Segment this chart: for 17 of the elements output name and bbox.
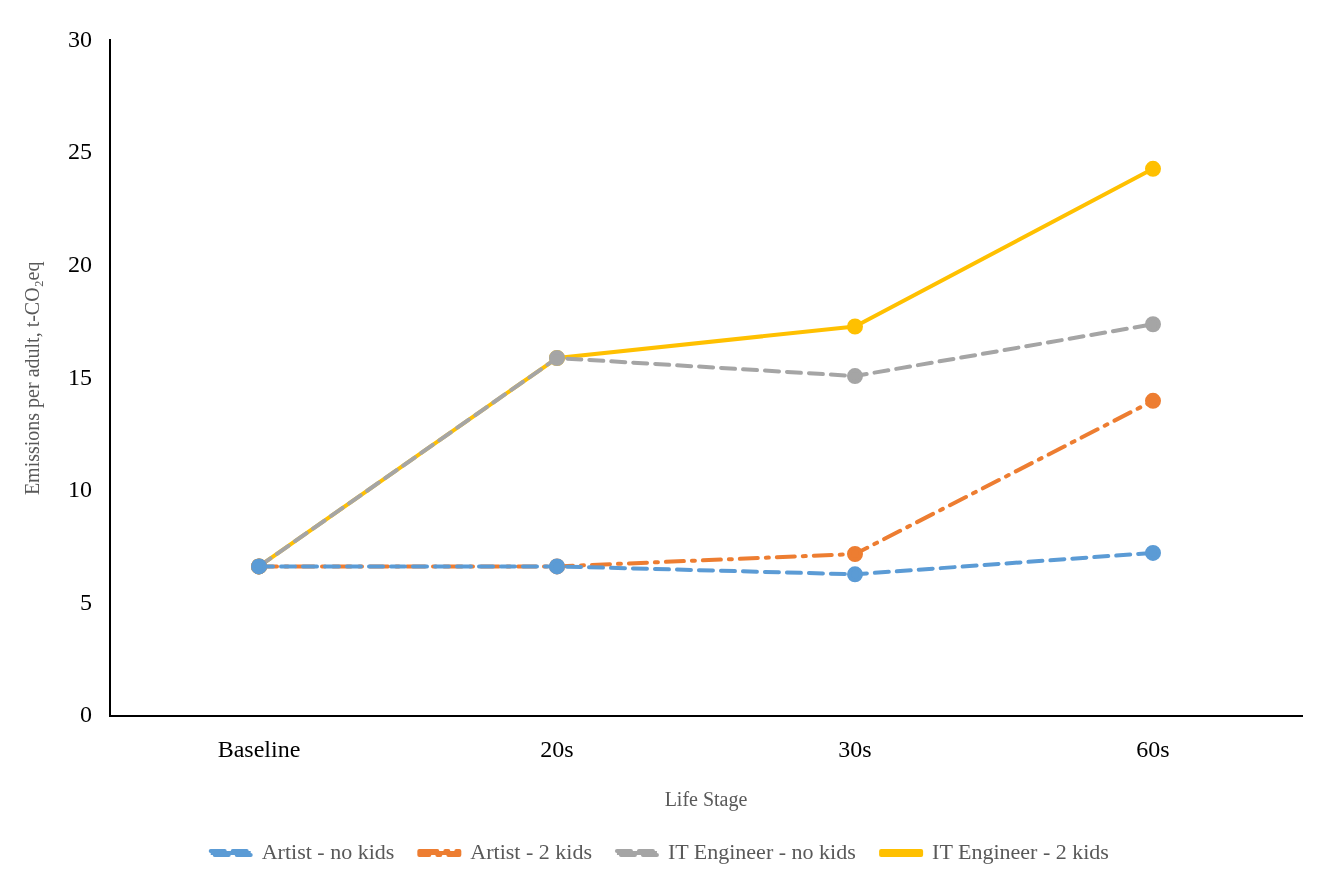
legend-label: Artist - no kids bbox=[261, 838, 395, 864]
legend-label: Artist - 2 kids bbox=[470, 838, 592, 864]
y-tick-label: 0 bbox=[80, 701, 92, 728]
y-tick-label: 15 bbox=[68, 363, 92, 390]
x-tick-label: 30s bbox=[838, 735, 872, 762]
x-tick-label: 60s bbox=[1136, 735, 1170, 762]
legend-label: IT Engineer - 2 kids bbox=[932, 838, 1109, 864]
y-tick-label: 5 bbox=[80, 588, 92, 615]
y-tick-label: 30 bbox=[68, 25, 92, 52]
x-tick-label: 20s bbox=[540, 735, 574, 762]
legend-label: IT Engineer - no kids bbox=[667, 838, 856, 864]
y-axis-title: Emissions per adult, t-CO₂eq bbox=[21, 261, 45, 496]
y-tick-label: 25 bbox=[68, 138, 92, 165]
x-tick-label: Baseline bbox=[217, 735, 301, 762]
y-tick-label: 10 bbox=[68, 476, 92, 503]
y-tick-label: 20 bbox=[68, 250, 92, 277]
x-axis-title: Life Stage bbox=[664, 788, 748, 812]
